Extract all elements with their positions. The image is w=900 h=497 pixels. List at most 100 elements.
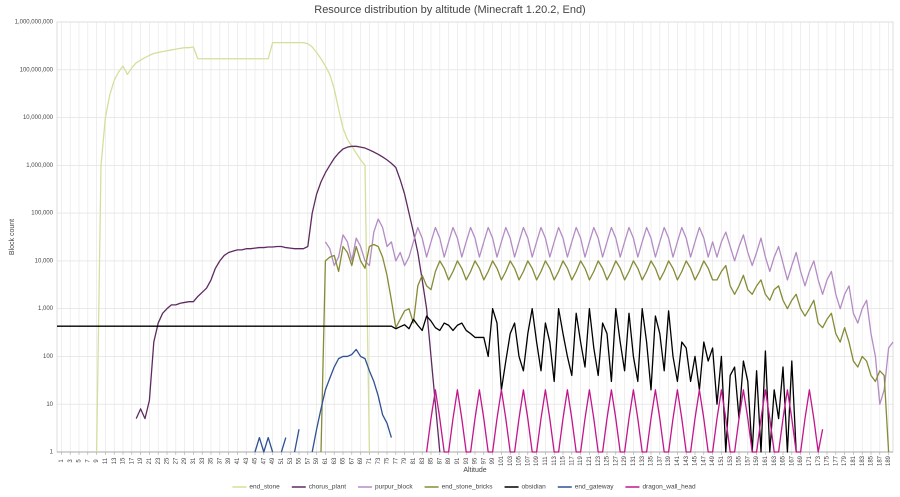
x-tick-label: 115 bbox=[561, 456, 567, 466]
x-tick-label: 133 bbox=[640, 455, 646, 466]
x-tick-label: 23 bbox=[156, 457, 162, 464]
x-tick-label: 45 bbox=[253, 457, 259, 464]
x-tick-label: 151 bbox=[719, 455, 725, 466]
x-tick-label: 67 bbox=[349, 457, 355, 464]
x-tick-label: 153 bbox=[728, 455, 734, 466]
x-tick-label: 35 bbox=[209, 457, 215, 464]
x-tick-label: 77 bbox=[393, 457, 399, 464]
x-tick-label: 103 bbox=[508, 455, 514, 466]
x-tick-label: 147 bbox=[701, 455, 707, 466]
y-axis-label: Block count bbox=[9, 219, 16, 255]
x-tick-label: 37 bbox=[217, 457, 223, 464]
x-tick-label: 49 bbox=[270, 457, 276, 464]
x-tick-label: 75 bbox=[385, 457, 391, 464]
y-tick-label: 1 bbox=[50, 450, 54, 456]
x-tick-label: 79 bbox=[402, 457, 408, 464]
x-tick-label: 63 bbox=[332, 457, 338, 464]
x-tick-label: 145 bbox=[693, 455, 699, 466]
x-tick-label: 71 bbox=[367, 457, 373, 464]
y-tick-label: 1,000,000 bbox=[26, 163, 53, 169]
x-tick-label: 105 bbox=[517, 455, 523, 466]
x-tick-label: 165 bbox=[781, 455, 787, 466]
legend-label: chorus_plant bbox=[309, 484, 346, 491]
x-tick-label: 53 bbox=[288, 457, 294, 464]
legend-label: obsidian bbox=[522, 484, 547, 491]
x-tick-label: 167 bbox=[789, 455, 795, 466]
x-tick-label: 59 bbox=[314, 457, 320, 464]
x-tick-label: 31 bbox=[191, 457, 197, 464]
x-tick-label: 131 bbox=[631, 455, 637, 466]
x-tick-label: 9 bbox=[94, 459, 100, 463]
series-line bbox=[320, 243, 890, 453]
x-tick-label: 141 bbox=[675, 455, 681, 466]
y-tick-label: 10 bbox=[46, 402, 53, 408]
x-tick-label: 43 bbox=[244, 457, 250, 464]
x-tick-label: 175 bbox=[825, 455, 831, 466]
x-tick-label: 85 bbox=[429, 457, 435, 464]
x-tick-label: 11 bbox=[103, 457, 109, 464]
x-tick-label: 29 bbox=[182, 457, 188, 464]
x-tick-label: 111 bbox=[543, 456, 549, 466]
legend-label: dragon_wall_head bbox=[642, 484, 696, 491]
x-tick-label: 93 bbox=[464, 457, 470, 464]
x-tick-label: 19 bbox=[138, 457, 144, 464]
series-line bbox=[135, 145, 441, 453]
x-tick-label: 51 bbox=[279, 457, 285, 464]
x-tick-label: 1 bbox=[59, 459, 65, 463]
x-tick-label: 13 bbox=[112, 457, 118, 464]
x-tick-label: 127 bbox=[613, 455, 619, 466]
x-tick-label: 171 bbox=[807, 455, 813, 466]
series-line bbox=[324, 218, 894, 405]
x-tick-label: 21 bbox=[147, 457, 153, 464]
x-tick-label: 107 bbox=[525, 455, 531, 466]
x-tick-label: 123 bbox=[596, 455, 602, 466]
x-tick-label: 149 bbox=[710, 455, 716, 466]
x-tick-label: 61 bbox=[323, 457, 329, 464]
y-tick-label: 100,000 bbox=[31, 211, 53, 217]
x-tick-label: 185 bbox=[869, 455, 875, 466]
x-tick-label: 65 bbox=[341, 457, 347, 464]
x-tick-label: 189 bbox=[886, 455, 892, 466]
x-tick-label: 97 bbox=[481, 457, 487, 464]
x-tick-label: 95 bbox=[473, 457, 479, 464]
x-tick-label: 89 bbox=[446, 457, 452, 464]
x-tick-label: 3 bbox=[68, 459, 74, 463]
legend: end_stone chorus_plant purpur_block end_sto… bbox=[232, 484, 696, 491]
series-line bbox=[95, 41, 371, 453]
x-tick-label: 81 bbox=[411, 457, 417, 464]
y-tick-label: 10,000,000 bbox=[23, 115, 54, 121]
chart-title: Resource distribution by altitude (Minec… bbox=[314, 4, 585, 16]
x-tick-label: 57 bbox=[305, 457, 311, 464]
legend-label: end_gateway bbox=[575, 484, 614, 491]
x-tick-label: 139 bbox=[666, 455, 672, 466]
x-tick-label: 5 bbox=[77, 459, 83, 463]
x-tick-label: 47 bbox=[261, 457, 267, 464]
x-tick-label: 33 bbox=[200, 457, 206, 464]
x-tick-label: 15 bbox=[121, 457, 127, 464]
legend-label: purpur_block bbox=[375, 484, 413, 491]
y-tick-label: 100 bbox=[43, 354, 54, 360]
x-tick-label: 55 bbox=[297, 457, 303, 464]
x-tick-label: 129 bbox=[622, 455, 628, 466]
x-tick-label: 181 bbox=[851, 455, 857, 466]
x-tick-label: 137 bbox=[657, 455, 663, 466]
y-tick-label: 100,000,000 bbox=[20, 67, 54, 73]
x-tick-label: 177 bbox=[833, 455, 839, 466]
x-tick-label: 39 bbox=[226, 457, 232, 464]
x-tick-label: 7 bbox=[85, 459, 91, 463]
legend-label: end_stone_bricks bbox=[442, 484, 494, 491]
x-tick-label: 125 bbox=[605, 455, 611, 466]
x-axis-label: Altitude bbox=[463, 467, 486, 474]
x-tick-label: 143 bbox=[684, 455, 690, 466]
x-tick-label: 25 bbox=[165, 457, 171, 464]
x-tick-label: 121 bbox=[587, 455, 593, 466]
y-tick-label: 1,000,000,000 bbox=[15, 20, 54, 26]
x-tick-label: 119 bbox=[578, 456, 584, 466]
x-tick-label: 161 bbox=[763, 455, 769, 466]
x-tick-label: 101 bbox=[499, 455, 505, 466]
x-tick-label: 109 bbox=[534, 455, 540, 466]
x-tick-label: 99 bbox=[490, 457, 496, 464]
x-tick-label: 69 bbox=[358, 457, 364, 464]
